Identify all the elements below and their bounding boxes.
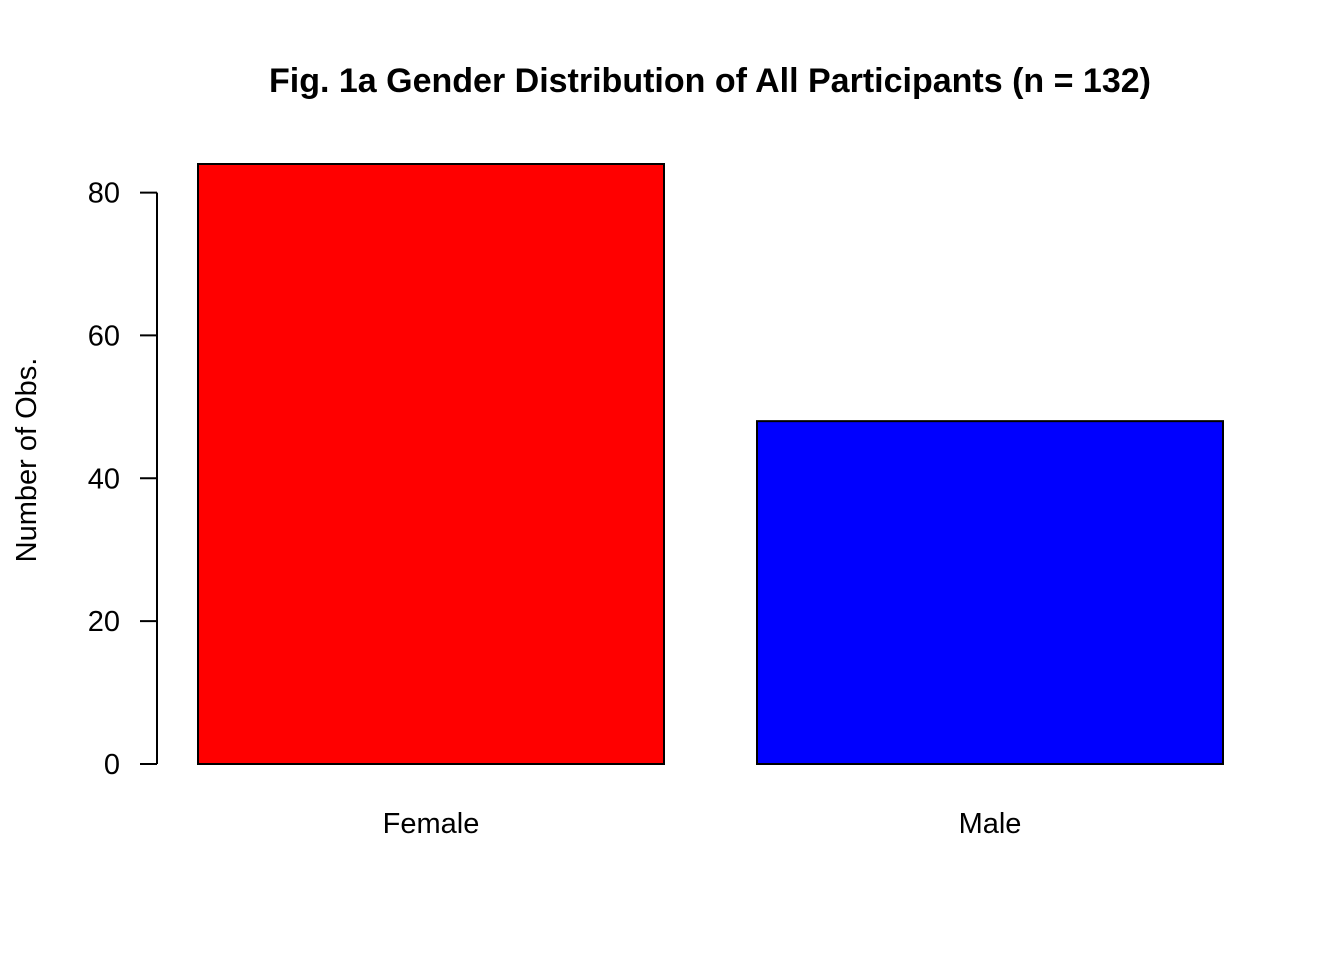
category-label-male: Male [959,808,1022,840]
y-tick-label: 0 [104,749,120,781]
y-axis: 0 20 40 60 80 [88,178,158,781]
y-tick-label: 20 [88,606,120,638]
category-labels: Female Male [383,808,1022,840]
y-axis-label: Number of Obs. [11,358,43,563]
chart-title: Fig. 1a Gender Distribution of All Parti… [269,62,1151,100]
bars [197,163,1224,765]
category-label-female: Female [383,808,480,840]
bar-female [197,163,665,765]
y-tick-label: 80 [88,178,120,210]
bar-male [756,420,1224,765]
y-tick-label: 40 [88,463,120,495]
y-tick-label: 60 [88,320,120,352]
